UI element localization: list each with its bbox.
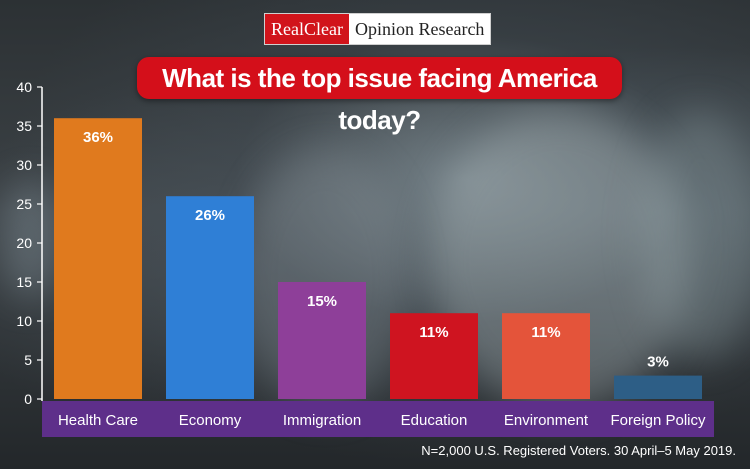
background-figure xyxy=(0,180,60,300)
bar xyxy=(614,375,702,399)
bar xyxy=(54,118,142,399)
x-category-label: Education xyxy=(401,412,468,429)
bar-data-label: 26% xyxy=(195,207,225,224)
category-band xyxy=(42,401,714,437)
bar-data-label: 3% xyxy=(647,354,669,371)
bar xyxy=(502,313,590,399)
y-tick-label: 0 xyxy=(24,391,32,407)
bar xyxy=(166,196,254,399)
background-figure xyxy=(640,110,750,360)
bar-data-label: 11% xyxy=(531,324,560,341)
y-tick-label: 40 xyxy=(16,79,32,95)
footnote: N=2,000 U.S. Registered Voters. 30 April… xyxy=(421,443,736,458)
y-tick-label: 20 xyxy=(16,235,32,251)
x-category-label: Health Care xyxy=(58,412,138,429)
brand-logo: RealClear Opinion Research xyxy=(264,13,492,45)
x-category-label: Environment xyxy=(504,412,589,429)
x-category-label: Foreign Policy xyxy=(610,412,706,429)
y-tick-label: 5 xyxy=(24,352,32,368)
y-tick-label: 35 xyxy=(16,118,32,134)
chart-title: What is the top issue facing America tod… xyxy=(137,57,622,135)
bar xyxy=(390,313,478,399)
y-tick-label: 25 xyxy=(16,196,32,212)
bar xyxy=(278,282,366,399)
bar-data-label: 11% xyxy=(419,324,448,341)
brand-logo-realclear: RealClear xyxy=(265,14,349,44)
x-category-label: Immigration xyxy=(283,412,361,429)
bar-data-label: 15% xyxy=(307,293,337,310)
y-tick-label: 10 xyxy=(16,313,32,329)
bar-data-label: 36% xyxy=(83,129,113,146)
y-tick-label: 15 xyxy=(16,274,32,290)
brand-logo-opinion-research: Opinion Research xyxy=(348,14,491,44)
y-tick-label: 30 xyxy=(16,157,32,173)
x-category-label: Economy xyxy=(179,412,242,429)
